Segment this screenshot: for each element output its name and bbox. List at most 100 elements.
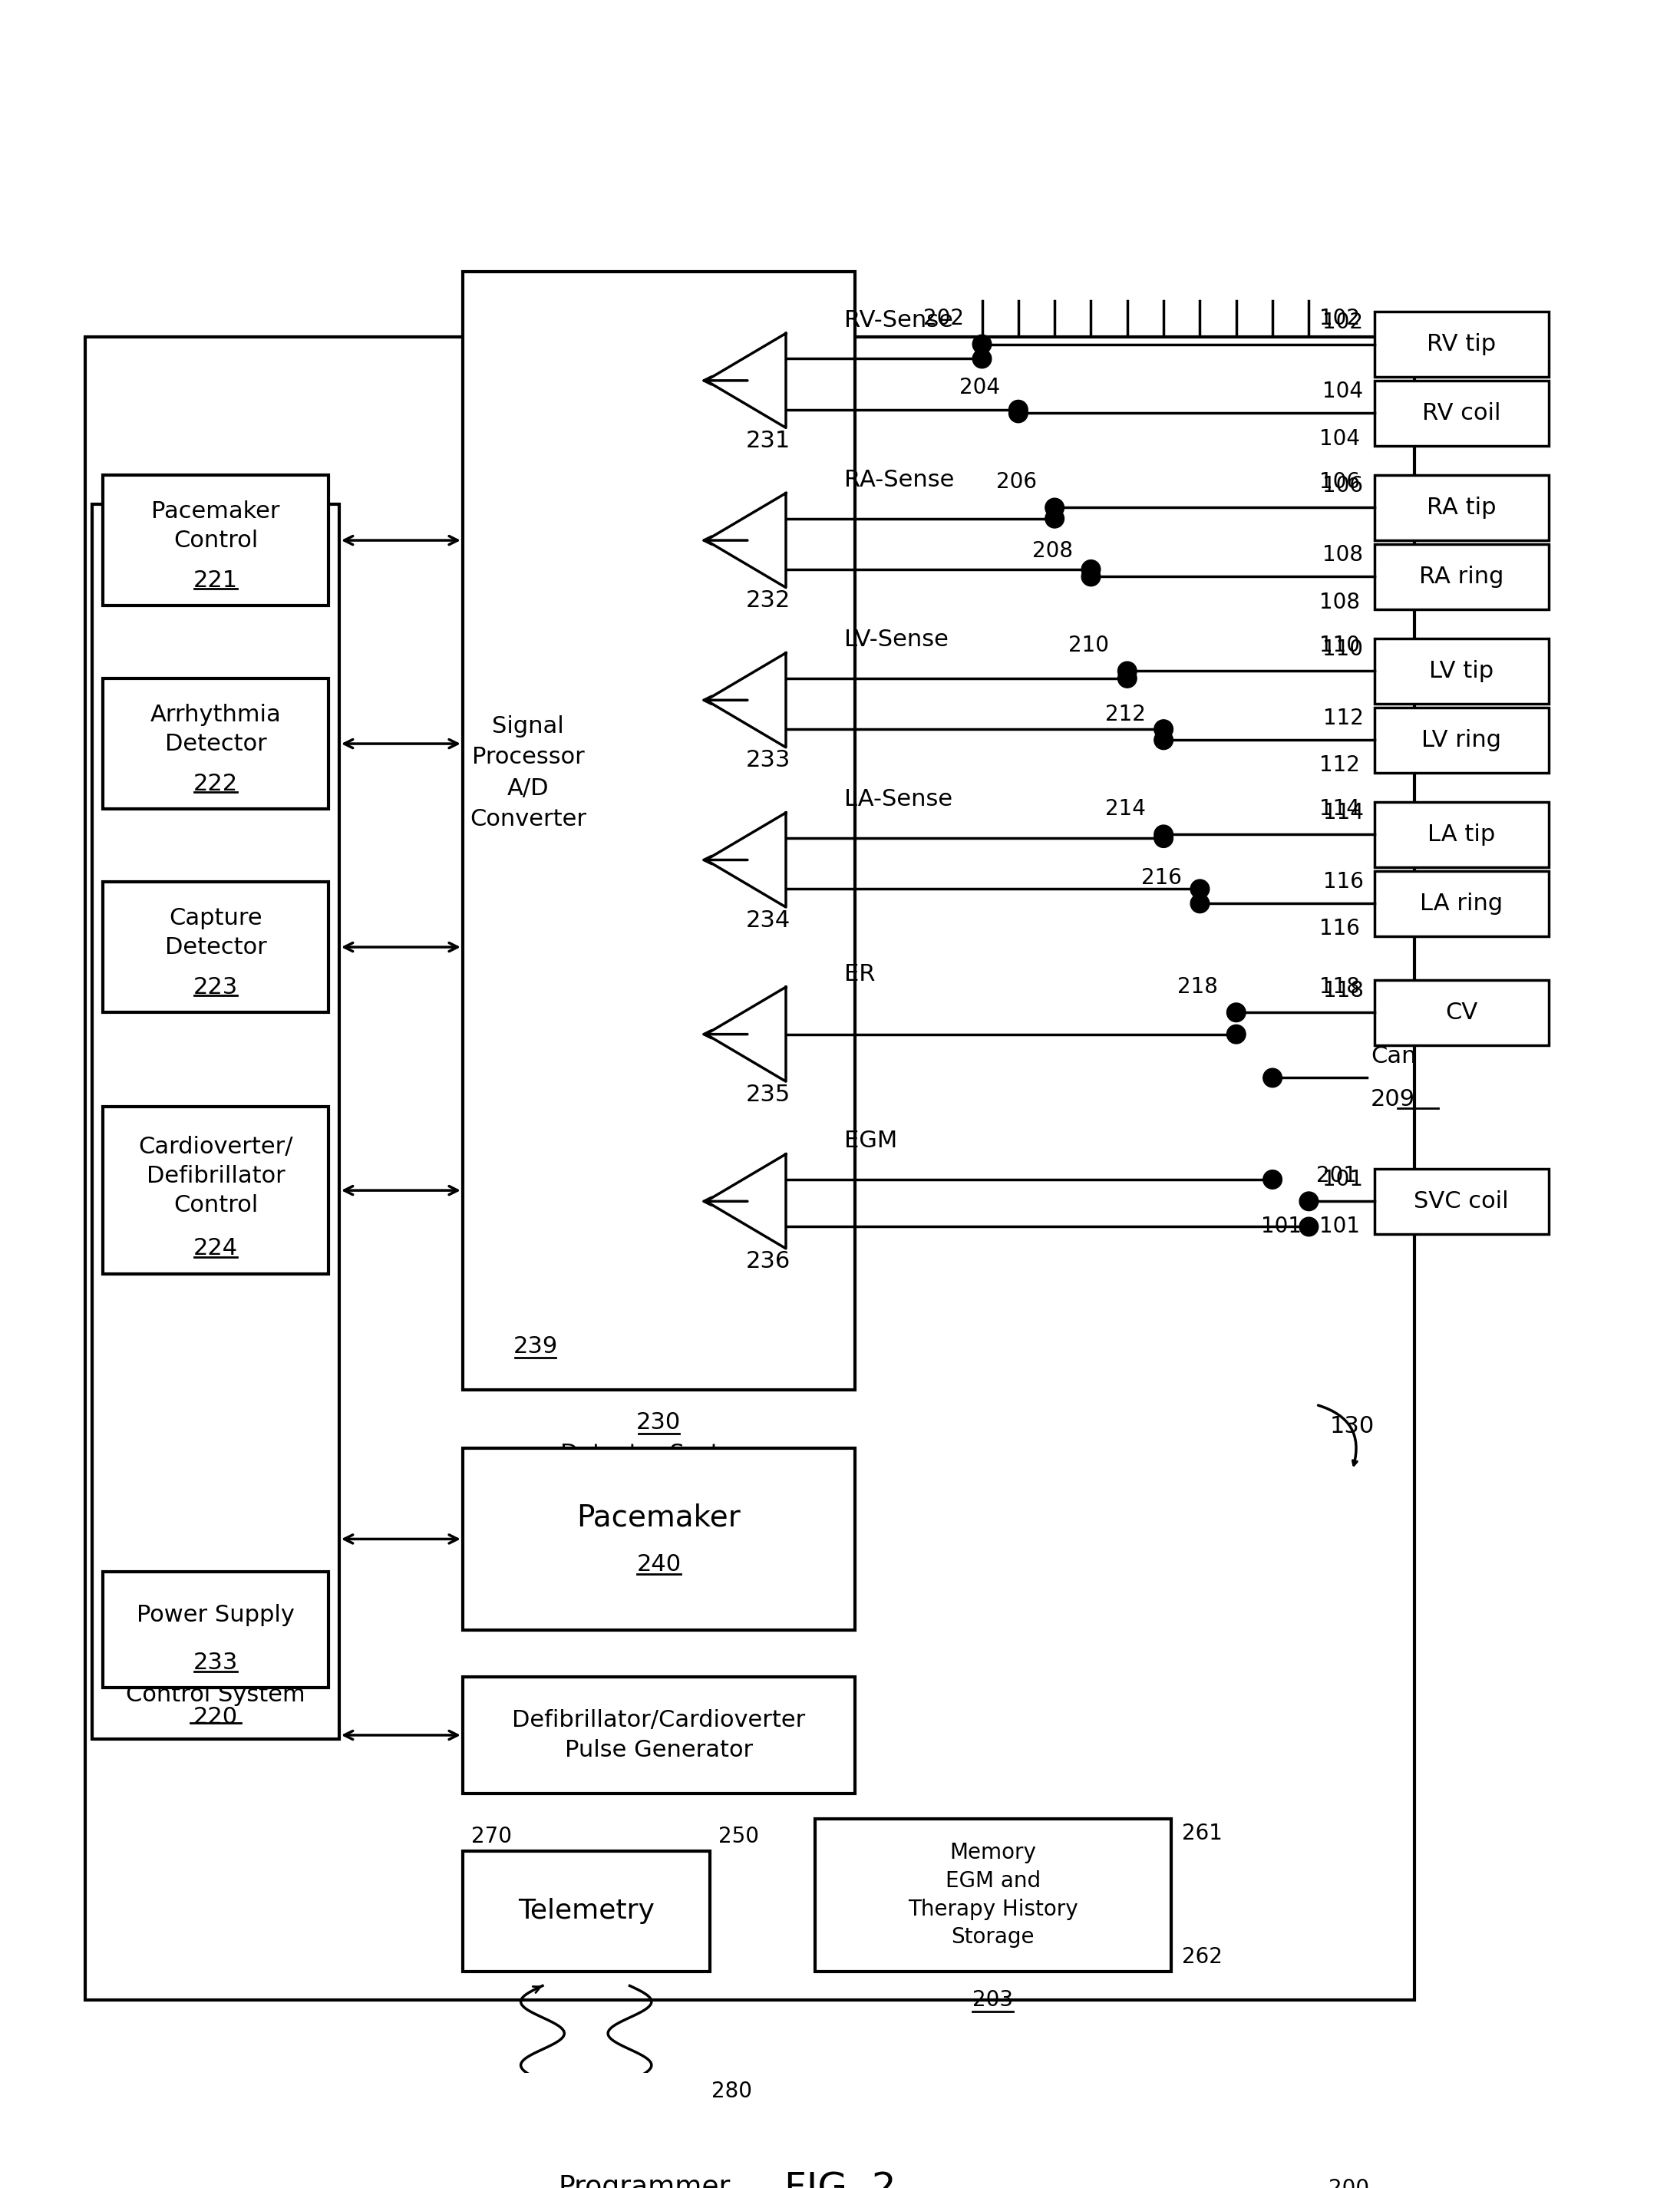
Text: 233: 233 <box>746 748 791 772</box>
Text: 203: 203 <box>973 1989 1013 2011</box>
Bar <box>102 678 328 810</box>
Text: 231: 231 <box>746 429 791 453</box>
Text: 200: 200 <box>1329 2179 1369 2188</box>
Text: 108: 108 <box>1322 545 1364 567</box>
Text: 236: 236 <box>746 1252 791 1273</box>
Bar <box>496 2127 793 2188</box>
Polygon shape <box>706 987 786 1081</box>
Bar <box>462 271 855 1389</box>
Bar <box>102 1107 328 1273</box>
Text: Telemetry: Telemetry <box>517 1899 655 1923</box>
Text: 206: 206 <box>996 470 1037 492</box>
Text: 114: 114 <box>1319 799 1359 820</box>
Text: 116: 116 <box>1322 871 1364 893</box>
Text: 280: 280 <box>711 2081 751 2103</box>
Bar <box>102 882 328 1013</box>
Text: LA-Sense: LA-Sense <box>843 788 953 812</box>
Text: 118: 118 <box>1319 976 1359 998</box>
Text: 233: 233 <box>193 1652 239 1674</box>
Text: Defibrillator: Defibrillator <box>146 1164 286 1188</box>
Circle shape <box>1263 1171 1282 1188</box>
Circle shape <box>1299 1217 1319 1236</box>
Circle shape <box>1082 560 1100 580</box>
Bar <box>102 475 328 606</box>
Bar <box>1374 311 1549 376</box>
Text: SVC coil: SVC coil <box>1415 1190 1509 1212</box>
Text: Capture: Capture <box>170 906 262 930</box>
Text: RA tip: RA tip <box>1426 497 1497 519</box>
Text: LV tip: LV tip <box>1430 661 1494 683</box>
Text: 270: 270 <box>472 1827 512 1847</box>
Text: Programmer: Programmer <box>558 2175 731 2188</box>
Bar <box>1374 980 1549 1046</box>
Text: 101: 101 <box>1262 1217 1302 1238</box>
Polygon shape <box>706 1153 786 1249</box>
Bar <box>1374 381 1549 446</box>
Text: 102: 102 <box>1319 309 1359 330</box>
Text: 106: 106 <box>1322 475 1364 497</box>
Text: 232: 232 <box>746 589 791 613</box>
Text: 250: 250 <box>719 1827 759 1847</box>
Text: 112: 112 <box>1319 755 1359 777</box>
Text: 108: 108 <box>1319 591 1359 613</box>
Text: 104: 104 <box>1319 429 1359 449</box>
Bar <box>815 1818 1171 1971</box>
Text: Cardioverter/: Cardioverter/ <box>138 1136 292 1157</box>
Text: Power Supply: Power Supply <box>136 1604 294 1626</box>
Text: 209: 209 <box>1371 1087 1415 1112</box>
Text: Pacemaker: Pacemaker <box>151 501 281 523</box>
Polygon shape <box>706 333 786 429</box>
Text: 116: 116 <box>1319 919 1359 939</box>
Circle shape <box>1154 720 1173 740</box>
Text: 102: 102 <box>1322 311 1364 333</box>
Text: RA-Sense: RA-Sense <box>843 468 954 490</box>
Text: 239: 239 <box>512 1335 558 1359</box>
Text: Pacemaker: Pacemaker <box>576 1503 741 1532</box>
Circle shape <box>1082 567 1100 586</box>
Text: 101: 101 <box>1322 1168 1364 1190</box>
Text: 235: 235 <box>746 1083 791 1105</box>
Text: ER: ER <box>843 963 875 985</box>
Bar <box>1374 1168 1549 1234</box>
Circle shape <box>1117 670 1137 687</box>
Circle shape <box>1154 829 1173 847</box>
Text: Control: Control <box>173 1195 259 1217</box>
Bar <box>1374 545 1549 608</box>
Text: LV ring: LV ring <box>1421 729 1502 750</box>
Text: LV-Sense: LV-Sense <box>843 628 948 652</box>
Text: 112: 112 <box>1322 707 1364 729</box>
Text: 208: 208 <box>1032 540 1074 562</box>
Bar <box>92 503 339 1739</box>
Bar <box>1374 475 1549 540</box>
Text: 216: 216 <box>1141 866 1181 888</box>
Bar <box>462 1448 855 1630</box>
Text: 224: 224 <box>193 1238 239 1260</box>
Text: EGM: EGM <box>843 1129 897 1153</box>
Polygon shape <box>706 652 786 748</box>
Bar <box>1374 871 1549 936</box>
Text: Detector: Detector <box>165 733 267 755</box>
Circle shape <box>1045 510 1063 527</box>
Text: 118: 118 <box>1322 980 1364 1002</box>
Polygon shape <box>706 812 786 908</box>
Text: Control System: Control System <box>126 1685 306 1707</box>
Bar <box>102 1571 328 1687</box>
Text: RV tip: RV tip <box>1426 333 1495 354</box>
Text: Detector: Detector <box>165 936 267 958</box>
Text: FIG. 2: FIG. 2 <box>785 2170 895 2188</box>
Circle shape <box>1045 499 1063 516</box>
Text: 204: 204 <box>959 376 1000 398</box>
Circle shape <box>1226 1024 1245 1044</box>
Text: 212: 212 <box>1105 705 1146 726</box>
Circle shape <box>1154 825 1173 845</box>
Text: 230: 230 <box>637 1411 680 1433</box>
Text: 201: 201 <box>1315 1166 1357 1186</box>
Polygon shape <box>706 492 786 589</box>
Text: 223: 223 <box>193 976 239 998</box>
Text: 114: 114 <box>1322 803 1364 823</box>
Text: CV: CV <box>1445 1002 1478 1024</box>
Text: Control: Control <box>173 529 259 551</box>
Text: Memory
EGM and
Therapy History
Storage: Memory EGM and Therapy History Storage <box>907 1842 1079 1947</box>
Text: 104: 104 <box>1322 381 1364 403</box>
Circle shape <box>1010 405 1028 422</box>
